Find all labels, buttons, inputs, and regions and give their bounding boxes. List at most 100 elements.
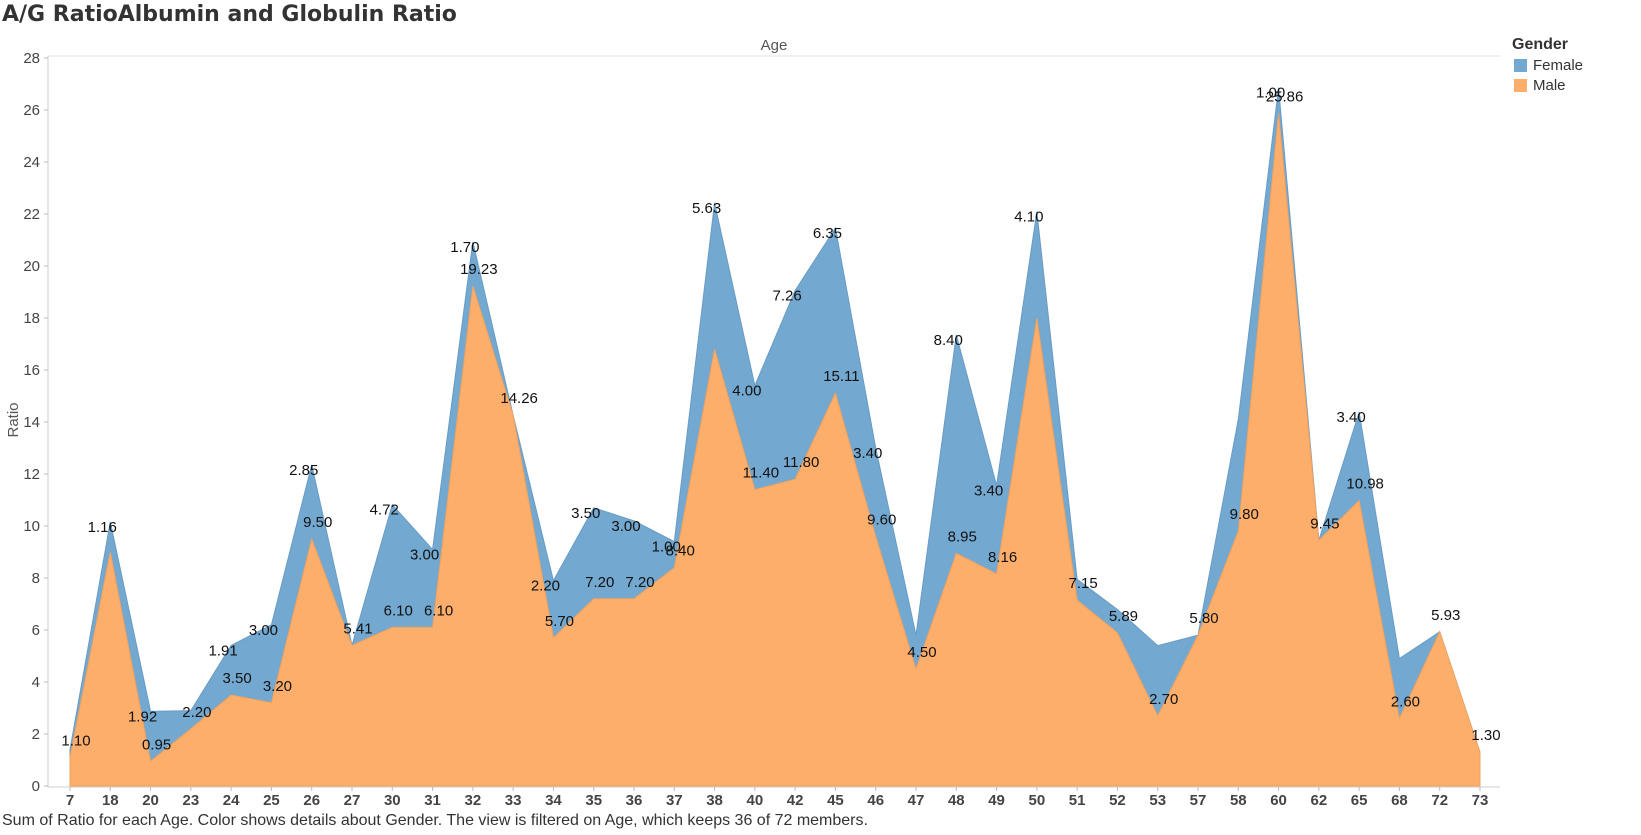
legend-label-female: Female <box>1533 56 1584 74</box>
legend-title: Gender <box>1512 36 1569 53</box>
data-label-female: 3.00 <box>249 622 278 639</box>
y-tick-label: 8 <box>32 570 40 587</box>
data-label-male: 5.70 <box>545 613 574 630</box>
data-label-male: 15.11 <box>823 368 859 385</box>
series-area-male <box>69 113 1481 787</box>
y-tick-label: 14 <box>23 414 40 431</box>
data-label-male: 11.80 <box>783 454 819 471</box>
data-label-female: 1.00 <box>652 539 681 556</box>
data-label-male: 6.10 <box>424 602 453 619</box>
x-axis-title: Age <box>761 37 788 54</box>
data-label-male: 7.20 <box>585 574 614 591</box>
data-label-male: 4.50 <box>907 644 936 661</box>
y-tick-label: 28 <box>23 50 40 67</box>
x-tick-label: 45 <box>827 792 844 809</box>
x-tick-label: 72 <box>1431 792 1448 809</box>
x-tick-label: 24 <box>223 792 240 809</box>
x-tick-label: 26 <box>303 792 320 809</box>
x-tick-label: 33 <box>505 792 522 809</box>
x-tick-label: 46 <box>867 792 884 809</box>
data-label-male: 2.20 <box>182 704 211 721</box>
y-tick-label: 26 <box>23 102 40 119</box>
data-label-female: 4.72 <box>370 502 399 519</box>
x-tick-label: 40 <box>747 792 764 809</box>
data-label-female: 3.00 <box>410 546 439 563</box>
x-tick-label: 48 <box>948 792 965 809</box>
x-tick-label: 62 <box>1311 792 1328 809</box>
x-tick-label: 52 <box>1109 792 1126 809</box>
data-label-female: 1.00 <box>1256 85 1285 102</box>
data-label-female: 8.40 <box>934 332 963 349</box>
x-tick-label: 49 <box>988 792 1005 809</box>
y-tick-label: 24 <box>23 154 40 171</box>
y-tick-label: 2 <box>32 726 40 743</box>
y-tick-label: 20 <box>23 258 40 275</box>
data-label-female: 5.63 <box>692 200 721 217</box>
x-tick-label: 37 <box>666 792 683 809</box>
data-label-male: 3.50 <box>223 670 252 687</box>
data-label-female: 3.40 <box>974 482 1003 499</box>
data-label-male: 1.30 <box>1471 727 1500 744</box>
data-label-male: 10.98 <box>1346 476 1384 493</box>
y-tick-label: 12 <box>23 466 40 483</box>
legend-item-female[interactable]: Female <box>1512 55 1583 75</box>
data-label-male: 3.20 <box>263 678 292 695</box>
data-label-male: 19.23 <box>460 261 498 278</box>
data-label-male: 5.89 <box>1109 608 1138 625</box>
data-label-female: 6.35 <box>813 225 842 242</box>
data-label-female: 2.85 <box>289 462 318 479</box>
x-tick-label: 36 <box>626 792 643 809</box>
x-tick-label: 51 <box>1069 792 1086 809</box>
y-axis-title: Ratio <box>5 402 22 437</box>
y-tick-label: 18 <box>23 310 40 327</box>
data-label-female: 3.00 <box>611 518 640 535</box>
x-tick-label: 23 <box>183 792 200 809</box>
data-label-female: 4.00 <box>732 383 761 400</box>
data-label-female: 1.16 <box>88 519 117 536</box>
y-tick-label: 6 <box>32 622 40 639</box>
data-label-female: 1.92 <box>128 708 157 725</box>
data-label-male: 6.10 <box>384 602 413 619</box>
data-label-male: 9.50 <box>303 514 332 531</box>
x-tick-label: 7 <box>66 792 74 809</box>
data-label-male: 14.26 <box>500 390 538 407</box>
x-tick-label: 73 <box>1472 792 1489 809</box>
data-label-male: 0.95 <box>142 736 171 753</box>
x-tick-label: 30 <box>384 792 401 809</box>
x-tick-label: 57 <box>1190 792 1207 809</box>
y-tick-label: 10 <box>23 518 40 535</box>
data-label-female: 1.70 <box>450 239 479 256</box>
data-label-male: 2.60 <box>1391 693 1420 710</box>
x-tick-label: 47 <box>908 792 925 809</box>
x-tick-label: 58 <box>1230 792 1247 809</box>
data-label-female: 2.20 <box>531 578 560 595</box>
x-tick-label: 65 <box>1351 792 1368 809</box>
x-tick-label: 31 <box>424 792 441 809</box>
x-tick-label: 18 <box>102 792 119 809</box>
data-label-female: 7.26 <box>773 287 802 304</box>
data-label-male: 5.80 <box>1189 610 1218 627</box>
data-label-male: 2.70 <box>1149 691 1178 708</box>
x-tick-label: 27 <box>344 792 361 809</box>
data-label-male: 5.93 <box>1431 607 1460 624</box>
data-label-male: 9.80 <box>1230 506 1259 523</box>
x-tick-label: 34 <box>545 792 562 809</box>
data-label-male: 8.95 <box>948 528 977 545</box>
x-tick-label: 60 <box>1270 792 1287 809</box>
x-tick-label: 35 <box>585 792 602 809</box>
x-tick-label: 68 <box>1391 792 1408 809</box>
data-label-male: 7.15 <box>1069 575 1098 592</box>
x-tick-label: 20 <box>142 792 159 809</box>
x-tick-label: 38 <box>706 792 723 809</box>
data-label-male: 8.40 <box>666 543 695 560</box>
data-label-male: 8.16 <box>988 549 1017 566</box>
data-label-female: 1.91 <box>209 642 238 659</box>
data-label-female: 4.10 <box>1014 208 1043 225</box>
legend-item-male[interactable]: Male <box>1512 75 1583 95</box>
legend-label-male: Male <box>1533 76 1566 94</box>
x-tick-label: 42 <box>787 792 804 809</box>
data-label-female: 3.40 <box>853 445 882 462</box>
y-tick-label: 22 <box>23 206 40 223</box>
x-tick-label: 32 <box>465 792 482 809</box>
